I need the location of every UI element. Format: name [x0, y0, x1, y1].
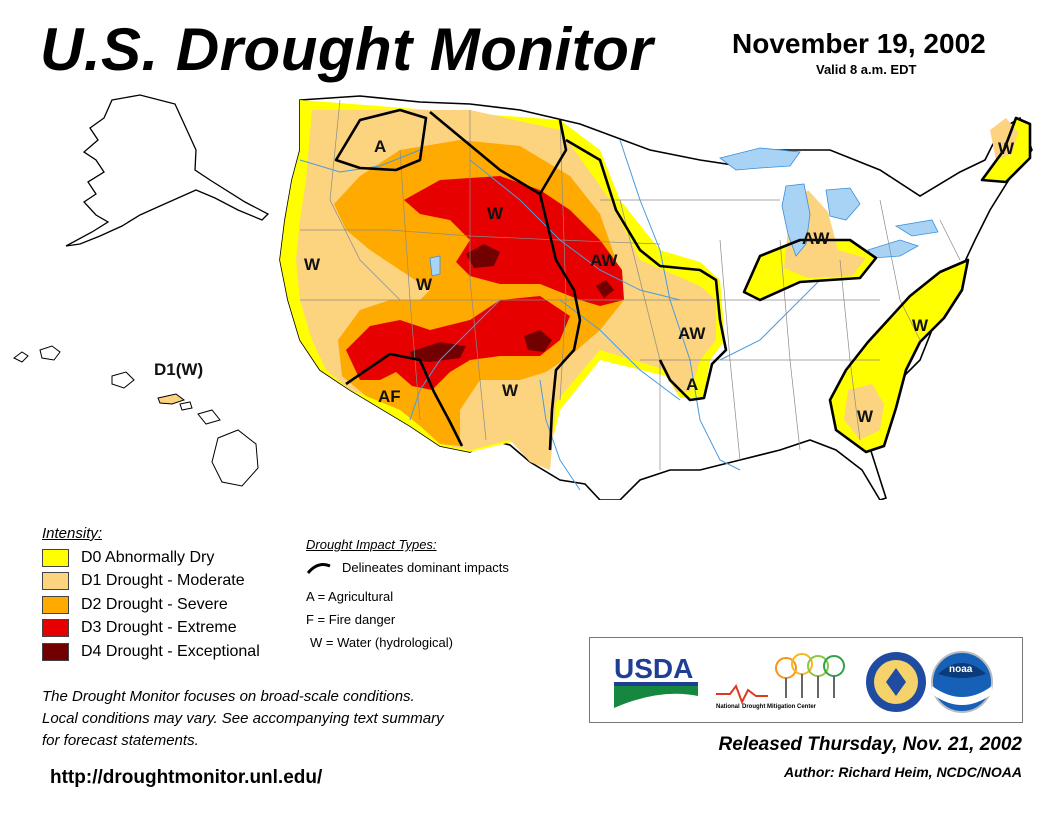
- impacts-delineation: Delineates dominant impacts: [306, 560, 566, 575]
- valid-time: Valid 8 a.m. EDT: [816, 62, 917, 77]
- impacts-title: Drought Impact Types:: [306, 537, 437, 552]
- note-line: for forecast statements.: [42, 732, 199, 749]
- svg-text:Drought Mitigation Center: Drought Mitigation Center: [742, 704, 817, 710]
- legend-item-d2: D2 Drought - Severe: [42, 593, 302, 617]
- ndmc-logo: National Drought Mitigation Center: [716, 653, 845, 710]
- partner-logos: USDA National Drought Mitigation Center …: [589, 637, 1023, 723]
- hawaii-outline: [13, 345, 259, 487]
- legend-label: D3 Drought - Extreme: [81, 619, 237, 637]
- legend-swatch: [42, 548, 69, 567]
- doc-seal: [866, 652, 926, 712]
- logos-svg: USDA National Drought Mitigation Center …: [614, 651, 993, 713]
- legend-item-d3: D3 Drought - Extreme: [42, 617, 302, 641]
- rivers: [299, 139, 821, 491]
- legend-label: D1 Drought - Moderate: [81, 572, 245, 590]
- author: Author: Richard Heim, NCDC/NOAA: [783, 764, 1022, 780]
- label-kansas-aw: AW: [678, 324, 706, 343]
- d3-areas: [346, 176, 624, 390]
- legend-label: D0 Abnormally Dry: [81, 548, 215, 566]
- legend-title: Intensity:: [42, 525, 103, 542]
- page-title: U.S. Drought Monitor: [40, 16, 654, 83]
- boundary-line-icon: [306, 562, 331, 574]
- label-pacific-nw-a: A: [374, 137, 386, 156]
- impact-code-w: W = Water (hydrological): [310, 635, 453, 650]
- label-mid-atlantic-w: W: [912, 316, 929, 335]
- noaa-logo: noaa: [931, 651, 993, 713]
- legend-swatch: [42, 619, 69, 638]
- legend-label: D4 Drought - Exceptional: [81, 642, 260, 660]
- disclaimer-note: The Drought Monitor focuses on broad-sca…: [42, 686, 582, 752]
- delineates-text: Delineates dominant impacts: [342, 560, 509, 575]
- svg-text:noaa: noaa: [949, 664, 973, 675]
- label-nebraska-aw: AW: [590, 251, 618, 270]
- impact-code-f: F = Fire danger: [306, 612, 396, 627]
- legend-item-d0: D0 Abnormally Dry: [42, 546, 302, 570]
- impact-boundaries: [334, 108, 1032, 454]
- label-carolinas-w: W: [857, 407, 874, 426]
- label-wyoming-w: W: [487, 204, 504, 223]
- legend-label: D2 Drought - Severe: [81, 595, 228, 613]
- label-michigan-aw: AW: [802, 229, 830, 248]
- d4-areas: [410, 244, 614, 362]
- website-link[interactable]: http://droughtmonitor.unl.edu/: [50, 767, 323, 788]
- note-line: The Drought Monitor focuses on broad-sca…: [42, 688, 415, 705]
- impact-types-legend: Drought Impact Types: Delineates dominan…: [306, 537, 566, 650]
- label-arkansas-a: A: [686, 375, 698, 394]
- label-west-coast-w: W: [304, 255, 321, 274]
- map-date: November 19, 2002: [732, 28, 986, 59]
- impact-code-a: A = Agricultural: [306, 589, 394, 604]
- drought-map: A W W W AW AW A AF W AW W W W D1(W): [13, 94, 1033, 500]
- intensity-legend: Intensity: D0 Abnormally Dry D1 Drought …: [42, 525, 302, 664]
- legend-item-d1: D1 Drought - Moderate: [42, 570, 302, 594]
- label-hawaii: D1(W): [154, 360, 203, 379]
- label-southwest-af: AF: [378, 387, 401, 406]
- great-lakes: [429, 147, 939, 277]
- svg-text:USDA: USDA: [614, 653, 693, 684]
- usda-logo: USDA: [614, 653, 698, 708]
- legend-swatch: [42, 595, 69, 614]
- alaska-outline: [65, 94, 270, 247]
- release-date: Released Thursday, Nov. 21, 2002: [718, 734, 1022, 755]
- label-great-basin-w: W: [416, 275, 433, 294]
- note-line: Local conditions may vary. See accompany…: [42, 710, 444, 727]
- label-new-mexico-w: W: [502, 381, 519, 400]
- legend-item-d4: D4 Drought - Exceptional: [42, 640, 302, 664]
- svg-text:National: National: [716, 704, 740, 710]
- legend-swatch: [42, 642, 69, 661]
- state-boundaries: [300, 99, 961, 470]
- legend-swatch: [42, 572, 69, 591]
- label-maine-w: W: [998, 139, 1015, 158]
